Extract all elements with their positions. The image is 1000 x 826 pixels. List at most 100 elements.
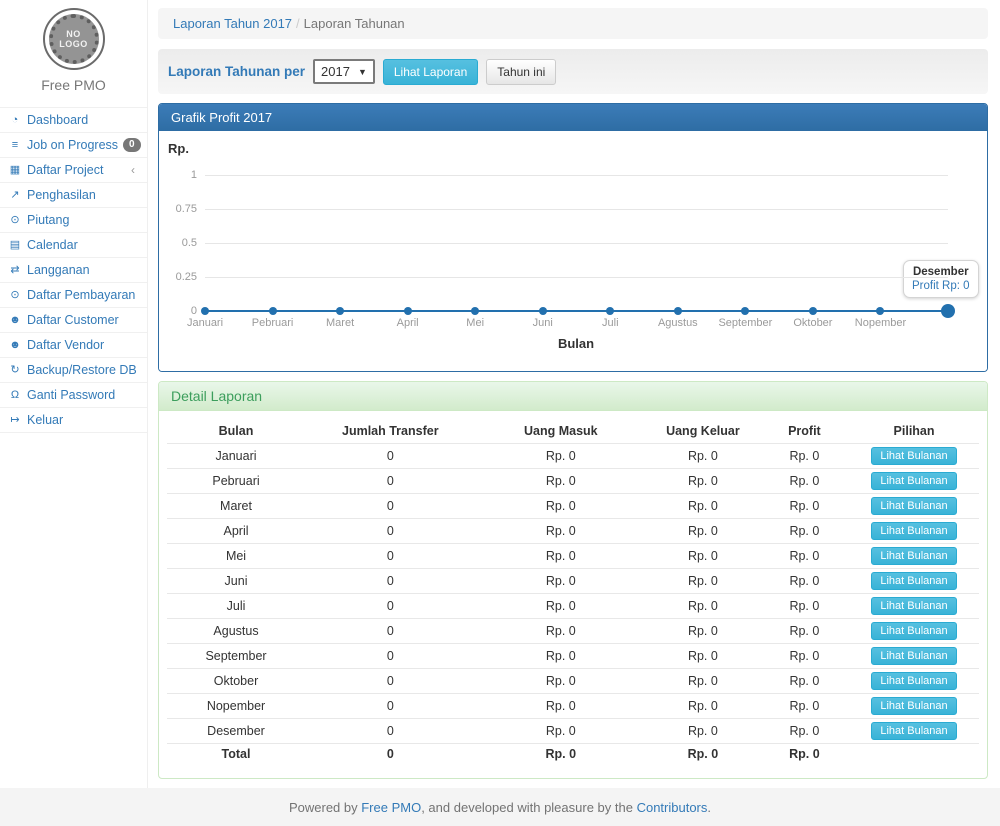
chart-point-januari[interactable] xyxy=(201,307,209,315)
x-tick-label-agustus: Agustus xyxy=(657,317,698,329)
cell-uang_masuk: Rp. 0 xyxy=(475,693,647,719)
cell-uang_masuk: Rp. 0 xyxy=(475,643,647,669)
lihat-bulanan-button[interactable]: Lihat Bulanan xyxy=(871,697,957,715)
cell-profit: Rp. 0 xyxy=(759,493,850,519)
x-tick-label-juni: Juni xyxy=(532,317,553,329)
brand-area: NO LOGO Free PMO xyxy=(0,0,147,99)
cell-bulan: Juni xyxy=(167,568,306,594)
cell-profit: Rp. 0 xyxy=(759,468,850,494)
chart-point-oktober[interactable] xyxy=(808,307,817,315)
report-table: Bulan Jumlah Transfer Uang Masuk Uang Kelua… xyxy=(167,419,979,764)
chart-point-juni[interactable] xyxy=(538,307,547,315)
money-icon: ⊙ xyxy=(10,289,20,301)
no-logo-icon: NO LOGO xyxy=(42,8,105,70)
sidebar-item-langganan[interactable]: ⇄ Langganan xyxy=(0,257,147,282)
total-cell-pilihan xyxy=(849,743,979,764)
column-header-jumlah-transfer: Jumlah Transfer xyxy=(342,424,439,438)
lihat-laporan-button[interactable]: Lihat Laporan xyxy=(382,58,479,85)
table-row: Maret 0 Rp. 0 Rp. 0 Rp. 0 Lihat Bulanan xyxy=(167,493,979,519)
footer-link-freepmo[interactable]: Free PMO xyxy=(361,800,422,815)
chart-point-desember[interactable] xyxy=(941,304,955,318)
cell-profit: Rp. 0 xyxy=(759,518,850,544)
sidebar-item-daftar-project[interactable]: ▦ Daftar Project ‹ xyxy=(0,157,147,182)
calendar-icon: ▤ xyxy=(9,239,21,251)
lihat-bulanan-button[interactable]: Lihat Bulanan xyxy=(871,547,957,565)
y-tick-label: 0.5 xyxy=(181,237,197,249)
profit-line xyxy=(205,310,948,312)
lihat-bulanan-button[interactable]: Lihat Bulanan xyxy=(871,722,957,740)
cell-jumlah_transfer: 0 xyxy=(305,543,476,569)
column-header-uang-masuk: Uang Masuk xyxy=(523,424,598,438)
chart-tooltip: Desember Profit Rp: 0 xyxy=(903,260,979,298)
x-tick-label-oktober: Oktober xyxy=(793,317,833,329)
sidebar-item-label: Calendar xyxy=(27,238,78,252)
sidebar-item-penghasilan[interactable]: ↗ Penghasilan xyxy=(0,182,147,207)
brand-name: Free PMO xyxy=(41,77,106,93)
breadcrumb-link[interactable]: Laporan Tahun 2017 xyxy=(173,16,293,31)
cell-jumlah_transfer: 0 xyxy=(305,568,476,594)
y-axis-unit-label: Rp. xyxy=(168,141,189,156)
chart-point-april[interactable] xyxy=(403,307,412,315)
lihat-bulanan-button[interactable]: Lihat Bulanan xyxy=(871,672,957,690)
cell-jumlah_transfer: 0 xyxy=(305,718,476,744)
cell-bulan: Desember xyxy=(167,718,306,744)
cell-profit: Rp. 0 xyxy=(759,593,850,619)
year-filter-bar: Laporan Tahunan per 2017 ▼ Lihat Laporan… xyxy=(158,49,988,94)
y-tick-label: 1 xyxy=(190,169,197,181)
year-select[interactable]: 2017 ▼ xyxy=(313,59,375,84)
tahun-ini-button[interactable]: Tahun ini xyxy=(486,58,557,85)
lihat-bulanan-button[interactable]: Lihat Bulanan xyxy=(871,472,957,490)
chart-point-juli[interactable] xyxy=(606,307,615,315)
footer-link-contributors[interactable]: Contributors xyxy=(636,800,708,815)
chart-point-september[interactable] xyxy=(741,307,750,315)
sidebar-item-label: Daftar Vendor xyxy=(27,338,105,352)
x-tick-label-maret: Maret xyxy=(326,317,355,329)
sidebar-item-keluar[interactable]: ↦ Keluar xyxy=(0,407,147,433)
cell-profit: Rp. 0 xyxy=(759,543,850,569)
lihat-bulanan-button[interactable]: Lihat Bulanan xyxy=(871,522,957,540)
cell-bulan: September xyxy=(167,643,306,669)
cell-uang_masuk: Rp. 0 xyxy=(475,443,647,469)
sidebar-item-ganti-password[interactable]: Ω Ganti Password xyxy=(0,382,147,407)
lihat-bulanan-button[interactable]: Lihat Bulanan xyxy=(871,497,957,515)
cell-bulan: Nopember xyxy=(167,693,306,719)
cell-jumlah_transfer: 0 xyxy=(305,668,476,694)
chart-point-pebruari[interactable] xyxy=(268,307,277,315)
lihat-bulanan-button[interactable]: Lihat Bulanan xyxy=(871,597,957,615)
sidebar-item-daftar-vendor[interactable]: ☻ Daftar Vendor xyxy=(0,332,147,357)
lock-icon: Ω xyxy=(10,389,20,401)
lihat-bulanan-button[interactable]: Lihat Bulanan xyxy=(871,572,957,590)
cell-profit: Rp. 0 xyxy=(759,693,850,719)
lihat-bulanan-button[interactable]: Lihat Bulanan xyxy=(871,447,957,465)
cell-bulan: Pebruari xyxy=(167,468,306,494)
x-axis-title: Bulan xyxy=(557,336,595,351)
column-header-uang-keluar: Uang Keluar xyxy=(666,424,740,438)
lihat-bulanan-button[interactable]: Lihat Bulanan xyxy=(871,647,957,665)
detail-panel-title: Detail Laporan xyxy=(159,382,987,411)
sidebar-item-job-on-progress[interactable]: ≡ Job on Progress 0 xyxy=(0,132,147,157)
chart-point-agustus[interactable] xyxy=(673,307,682,315)
cell-pilihan: Lihat Bulanan xyxy=(849,468,979,494)
lihat-bulanan-button[interactable]: Lihat Bulanan xyxy=(871,622,957,640)
chart-point-mei[interactable] xyxy=(471,307,480,315)
table-row: April 0 Rp. 0 Rp. 0 Rp. 0 Lihat Bulanan xyxy=(167,518,979,544)
sidebar-item-daftar-pembayaran[interactable]: ⊙ Daftar Pembayaran xyxy=(0,282,147,307)
sidebar-item-dashboard[interactable]: ◔ Dashboard xyxy=(0,107,147,132)
sidebar-item-piutang[interactable]: ⊙ Piutang xyxy=(0,207,147,232)
sidebar-item-daftar-customer[interactable]: ☻ Daftar Customer xyxy=(0,307,147,332)
sidebar-item-backup-restore-db[interactable]: ↻ Backup/Restore DB xyxy=(0,357,147,382)
table-header-row: Bulan Jumlah Transfer Uang Masuk Uang Kelua… xyxy=(167,419,979,444)
sidebar-item-calendar[interactable]: ▤ Calendar xyxy=(0,232,147,257)
chart-point-nopember[interactable] xyxy=(876,307,885,315)
table-row: September 0 Rp. 0 Rp. 0 Rp. 0 Lihat Bulanan xyxy=(167,643,979,669)
cell-profit: Rp. 0 xyxy=(759,568,850,594)
cell-pilihan: Lihat Bulanan xyxy=(849,543,979,569)
chart-point-maret[interactable] xyxy=(336,307,345,315)
users-icon: ☻ xyxy=(9,314,21,326)
cell-uang_keluar: Rp. 0 xyxy=(646,493,760,519)
sidebar-item-label: Langganan xyxy=(27,263,90,277)
table-row: Juli 0 Rp. 0 Rp. 0 Rp. 0 Lihat Bulanan xyxy=(167,593,979,619)
cell-jumlah_transfer: 0 xyxy=(305,443,476,469)
count-badge: 0 xyxy=(123,138,141,152)
sidebar-item-label: Piutang xyxy=(27,213,70,227)
